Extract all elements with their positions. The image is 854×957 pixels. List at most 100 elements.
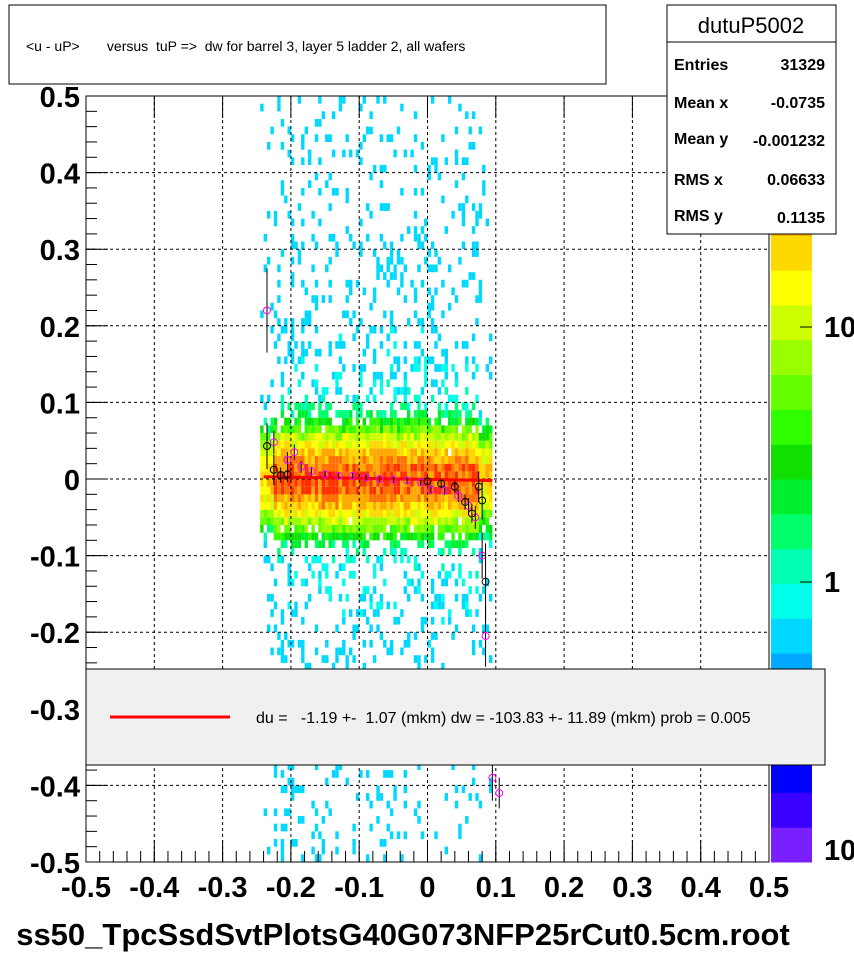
- heat-cell: [393, 425, 397, 434]
- heat-cell: [424, 479, 428, 487]
- heat-cell: [280, 479, 285, 487]
- heat-cell: [372, 655, 377, 663]
- heat-cell: [485, 448, 489, 457]
- heat-cell: [267, 525, 271, 533]
- heat-cell: [413, 425, 418, 434]
- heat-cell: [359, 425, 363, 434]
- heat-cell: [355, 149, 360, 158]
- heat-cell: [342, 479, 346, 487]
- heat-cell: [338, 371, 343, 380]
- heat-cell: [427, 502, 431, 510]
- heat-cell: [407, 448, 411, 457]
- heat-cell: [349, 479, 353, 487]
- heat-cell: [417, 318, 421, 326]
- heat-cell: [335, 486, 339, 495]
- heat-cell: [441, 532, 445, 541]
- heat-cell: [386, 471, 390, 479]
- heat-cell: [301, 525, 305, 533]
- heat-cell: [451, 463, 455, 472]
- heat-cell: [489, 356, 493, 365]
- heat-cell: [454, 295, 459, 303]
- heat-cell: [437, 486, 442, 495]
- heat-cell: [362, 134, 366, 142]
- heat-cell: [328, 279, 332, 288]
- heat-cell: [294, 456, 298, 464]
- heat-cell: [290, 486, 295, 495]
- heat-cell: [376, 517, 380, 525]
- heat-cell: [349, 471, 353, 479]
- profile-magenta-point: [297, 462, 306, 471]
- heat-cell: [454, 479, 459, 487]
- heat-cell: [301, 356, 305, 365]
- heat-cell: [410, 456, 414, 464]
- heat-cell: [290, 279, 295, 288]
- heat-cell: [331, 662, 336, 671]
- heat-cell: [478, 417, 483, 426]
- heat-cell: [355, 793, 360, 801]
- heat-cell: [376, 433, 380, 441]
- heat-cell: [297, 486, 302, 495]
- heat-cell: [270, 448, 274, 457]
- heat-cell: [417, 563, 421, 571]
- heat-cell: [287, 494, 291, 502]
- heat-cell: [359, 593, 363, 602]
- heat-cell: [311, 570, 315, 579]
- heat-cell: [273, 471, 278, 479]
- palette-swatch: [771, 444, 812, 480]
- heat-cell: [396, 494, 401, 502]
- heat-cell: [410, 494, 414, 502]
- heat-cell: [290, 325, 295, 334]
- heat-cell: [335, 471, 339, 479]
- heat-cell: [465, 433, 469, 441]
- heat-cell: [451, 456, 455, 464]
- heat-cell: [297, 356, 302, 365]
- heat-cell: [478, 471, 483, 479]
- heat-cell: [465, 195, 469, 204]
- heat-cell: [471, 440, 476, 449]
- heat-cell: [468, 410, 472, 418]
- heat-cell: [430, 433, 435, 441]
- heat-cell: [417, 502, 421, 510]
- heat-cell: [301, 371, 305, 380]
- heat-cell: [345, 433, 349, 441]
- heat-cell: [410, 425, 414, 434]
- heat-cell: [304, 479, 308, 487]
- profile-magenta-point: [262, 306, 271, 315]
- heat-cell: [383, 525, 387, 533]
- heat-cell: [417, 655, 421, 663]
- heat-cell: [448, 570, 452, 579]
- heat-cell: [325, 502, 329, 510]
- heat-cell: [454, 486, 459, 495]
- heat-cell: [437, 525, 442, 533]
- heat-cell: [461, 601, 466, 610]
- heat-cell: [403, 425, 407, 434]
- heat-cell: [427, 172, 431, 181]
- heat-cell: [478, 126, 483, 135]
- heat-cell: [403, 264, 407, 273]
- heat-cell: [417, 578, 421, 587]
- heat-cell: [424, 525, 428, 533]
- heat-cell: [417, 800, 421, 809]
- heat-cell: [372, 456, 377, 464]
- heat-cell: [475, 494, 479, 502]
- heat-cell: [482, 486, 486, 495]
- palette-swatch: [771, 304, 812, 341]
- heat-cell: [342, 471, 346, 479]
- heat-cell: [420, 509, 425, 518]
- heat-cell: [417, 402, 421, 411]
- heat-cell: [331, 456, 336, 464]
- heat-cell: [277, 517, 281, 525]
- heat-cell: [454, 157, 459, 165]
- heat-cell: [475, 517, 479, 525]
- heat-cell: [372, 502, 377, 510]
- heat-cell: [396, 249, 401, 257]
- heat-cell: [430, 502, 435, 510]
- heat-cell: [403, 509, 407, 518]
- heat-cell: [338, 96, 343, 104]
- heat-cell: [260, 456, 264, 464]
- heat-cell: [413, 111, 418, 119]
- heat-cell: [389, 425, 394, 434]
- heat-cell: [290, 241, 295, 250]
- heat-cell: [451, 762, 455, 771]
- heat-cell: [263, 517, 267, 525]
